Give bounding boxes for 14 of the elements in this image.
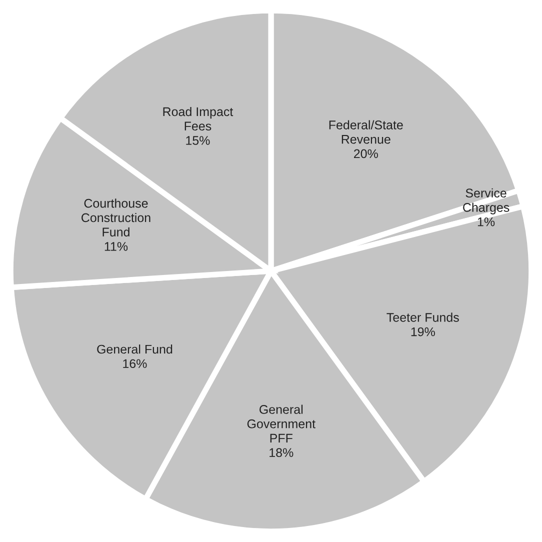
slice-label: Federal/State Revenue <box>329 120 403 144</box>
data-label: 18% <box>270 448 294 458</box>
slice-label: Courthouse Construction Fund <box>82 198 150 237</box>
slice-label: Teeter Funds <box>386 312 459 322</box>
data-label: 15% <box>186 136 210 145</box>
data-label: 1% <box>478 217 495 226</box>
data-label: 20% <box>354 149 378 158</box>
data-label: 16% <box>123 359 147 368</box>
slice-label: Service Charges <box>463 188 510 214</box>
data-label: 11% <box>104 242 128 251</box>
data-label: 19% <box>411 327 435 336</box>
slice-label: General Fund <box>97 344 172 354</box>
slice-label: General Government PFF <box>247 404 316 443</box>
slice-label: Road Impact Fees <box>163 106 234 131</box>
